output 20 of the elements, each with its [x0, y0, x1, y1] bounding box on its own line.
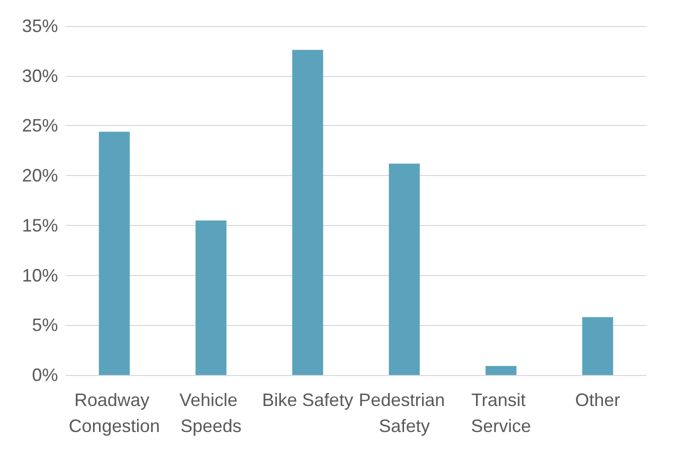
y-tick-label: 5% [32, 315, 58, 336]
x-tick-label: Other [575, 390, 620, 410]
x-tick-label: Transit Service [470, 390, 532, 436]
y-tick-label: 15% [22, 215, 58, 236]
bar [98, 132, 130, 375]
bar [196, 220, 226, 375]
y-tick-label: 10% [22, 265, 58, 286]
y-tick-label: 30% [22, 66, 58, 86]
x-tick-label: Pedestrian Safety [358, 390, 450, 436]
bar [582, 317, 614, 375]
bar [292, 50, 324, 375]
x-tick-label: Vehicle Speeds [179, 390, 243, 436]
y-tick-label: 25% [22, 116, 58, 136]
x-tick-label: Roadway Congestion [68, 390, 160, 436]
x-tick-label: Bike Safety [262, 390, 354, 410]
y-tick-label: 35% [22, 16, 58, 36]
bar [486, 366, 516, 375]
bar [388, 164, 420, 375]
y-tick-label: 0% [32, 365, 58, 385]
y-tick-label: 20% [22, 166, 58, 186]
